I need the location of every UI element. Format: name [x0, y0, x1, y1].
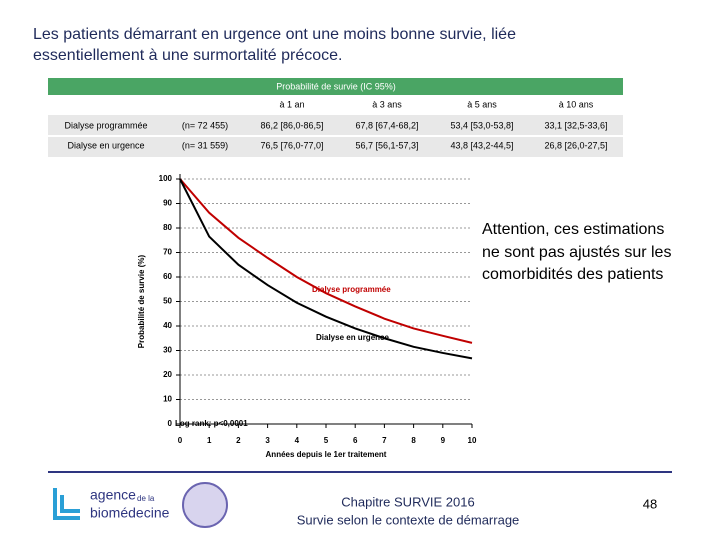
logo-mark [53, 488, 80, 520]
y-tick-label: 30 [163, 346, 172, 355]
y-axis-label: Probabilité de survie (%) [137, 254, 146, 348]
table-cell: 26,8 [26,0-27,5] [544, 140, 607, 150]
y-tick-label: 50 [163, 297, 172, 306]
series-label: Dialyse programmée [312, 285, 391, 294]
table-header: Probabilité de survie (IC 95%) [276, 81, 396, 91]
table-cell: 33,1 [32,5-33,6] [544, 120, 607, 130]
footer-text: Survie selon le contexte de démarrage [297, 512, 520, 527]
column-header: à 5 ans [467, 99, 497, 109]
logo-text: agence [90, 487, 136, 503]
x-axis-label: Années depuis le 1er traitement [266, 450, 387, 459]
x-tick-label: 6 [353, 436, 358, 445]
x-tick-label: 0 [178, 436, 183, 445]
x-tick-label: 7 [382, 436, 387, 445]
x-tick-label: 8 [411, 436, 416, 445]
column-header: à 10 ans [559, 99, 594, 109]
column-header: à 3 ans [372, 99, 402, 109]
column-header: à 1 an [279, 99, 304, 109]
series-label: Dialyse en urgence [316, 333, 389, 342]
table-cell: Dialyse en urgence [67, 140, 144, 150]
chart-area [135, 165, 480, 465]
table-header-bar [48, 78, 623, 95]
y-tick-label: 70 [163, 248, 172, 257]
page-number: 48 [643, 496, 657, 511]
y-tick-label: 100 [159, 174, 173, 183]
annotation: Log rank: p<0,0001 [175, 419, 248, 428]
note: Attention, ces estimations [482, 221, 664, 238]
logo-text: biomédecine [90, 505, 170, 521]
table-cell: 76,5 [76,0-77,0] [260, 140, 323, 150]
y-tick-label: 10 [163, 395, 172, 404]
y-tick-label: 60 [163, 272, 172, 281]
table-cell: (n= 31 559) [182, 140, 228, 150]
table-cell: 56,7 [56,1-57,3] [355, 140, 418, 150]
x-tick-label: 4 [295, 436, 300, 445]
y-tick-label: 80 [163, 223, 172, 232]
logo-text: de la [137, 494, 155, 503]
y-tick-label: 40 [163, 321, 172, 330]
table-cell: Dialyse programmée [64, 120, 147, 130]
x-tick-label: 1 [207, 436, 212, 445]
note: ne sont pas ajustés sur les [482, 244, 671, 261]
table-cell: (n= 72 455) [182, 120, 228, 130]
x-tick-label: 5 [324, 436, 329, 445]
table-cell: 67,8 [67,4-68,2] [355, 120, 418, 130]
slide-title: Les patients démarrant en urgence ont un… [33, 26, 516, 43]
table-cell: 43,8 [43,2-44,5] [450, 140, 513, 150]
y-tick-label: 20 [163, 370, 172, 379]
table-cell: 53,4 [53,0-53,8] [450, 120, 513, 130]
x-tick-label: 3 [265, 436, 270, 445]
y-tick-label: 0 [168, 419, 173, 428]
x-tick-label: 10 [468, 436, 477, 445]
table-cell: 86,2 [86,0-86,5] [260, 120, 323, 130]
footer-text: Chapitre SURVIE 2016 [341, 494, 474, 509]
logo-emblem [182, 482, 228, 528]
series-line [179, 178, 473, 344]
note: comorbidités des patients [482, 266, 663, 283]
y-tick-label: 90 [163, 199, 172, 208]
series-line [179, 178, 473, 360]
slide-title: essentiellement à une surmortalité préco… [33, 47, 343, 64]
x-tick-label: 2 [236, 436, 241, 445]
x-tick-label: 9 [441, 436, 446, 445]
